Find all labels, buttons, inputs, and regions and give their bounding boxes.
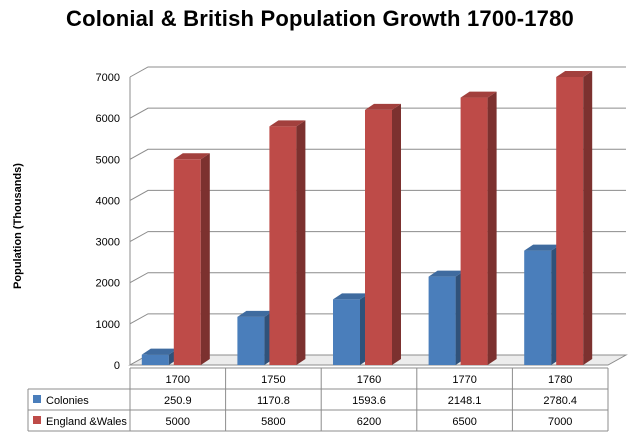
bar-top [333, 293, 369, 300]
bar-top [365, 103, 401, 110]
bar-top [237, 310, 274, 317]
y-tick-label: 5000 [96, 154, 120, 166]
legend-key [33, 395, 41, 403]
gridline [129, 66, 626, 78]
bar-colonies-1750 [237, 310, 274, 365]
bar-side [487, 91, 497, 366]
bar-front [333, 299, 360, 365]
data-table-value: 5000 [166, 416, 190, 428]
data-table-value: 250.9 [164, 395, 192, 407]
bar-side [296, 120, 306, 365]
bar-front [428, 276, 456, 365]
bar-front [141, 354, 169, 365]
data-table-value: 2780.4 [543, 395, 577, 407]
bar-top [524, 244, 561, 251]
bar-colonies-1700 [141, 348, 178, 365]
bar-england-wales-1780 [556, 71, 593, 365]
bar-side [200, 153, 210, 365]
y-tick-label: 6000 [96, 113, 120, 125]
bar-top [269, 120, 306, 127]
bar-front [237, 316, 265, 365]
chart-title: Colonial & British Population Growth 170… [66, 6, 574, 31]
bar-england-wales-1760 [365, 103, 401, 366]
bar-england-wales-1770 [460, 91, 497, 366]
bar-colonies-1760 [333, 293, 369, 365]
y-tick-label: 7000 [96, 72, 120, 84]
bar-colonies-1770 [428, 270, 465, 365]
data-table-value: 6200 [357, 416, 381, 428]
bar-front [365, 109, 392, 366]
bar-colonies-1780 [524, 244, 561, 365]
y-tick-label: 1000 [96, 319, 120, 331]
bar-front [556, 77, 584, 365]
bar-england-wales-1750 [269, 120, 306, 365]
y-tick-label: 4000 [96, 195, 120, 207]
x-category-label: 1760 [357, 374, 381, 386]
y-tick-label: 0 [114, 360, 120, 372]
data-table-value: 1593.6 [352, 395, 386, 407]
bar-england-wales-1700 [173, 153, 210, 365]
bar-top [556, 71, 593, 77]
bar-front [173, 159, 201, 365]
bar-front [524, 250, 552, 365]
legend-label: Colonies [46, 395, 89, 407]
x-category-label: 1700 [166, 374, 190, 386]
data-table-value: 7000 [548, 416, 572, 428]
bar-front [269, 126, 297, 365]
data-table-value: 2148.1 [448, 395, 482, 407]
bar-top [460, 91, 497, 98]
bar-top [173, 153, 210, 160]
data-table-value: 1170.8 [257, 395, 290, 407]
x-category-label: 1750 [261, 374, 285, 386]
data-table-value: 5800 [261, 416, 285, 428]
legend-label: England &Wales [46, 416, 127, 428]
bar-top [428, 270, 465, 277]
x-category-label: 1780 [548, 374, 572, 386]
bar-top [141, 348, 178, 355]
data-table-value: 6500 [452, 416, 476, 428]
y-tick-label: 2000 [96, 278, 120, 290]
bar-side [392, 103, 401, 366]
bar-side [583, 71, 593, 365]
y-tick-label: 3000 [96, 237, 120, 249]
legend-key [33, 416, 41, 424]
x-category-label: 1770 [452, 374, 476, 386]
bar-front [460, 97, 488, 366]
